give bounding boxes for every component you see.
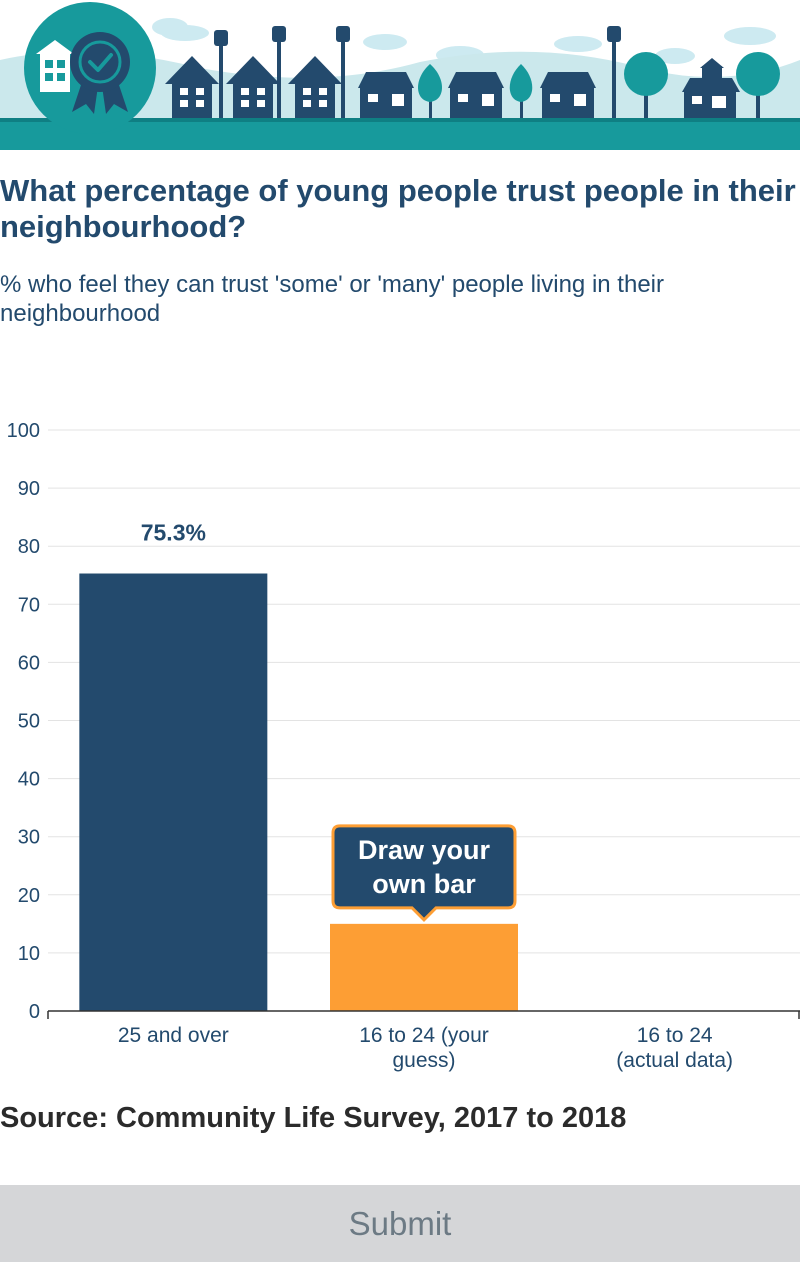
- y-tick-label: 30: [18, 827, 40, 849]
- y-tick-label: 100: [7, 420, 40, 442]
- x-category-label: 16 to 24 (your guess): [359, 1024, 489, 1072]
- house-icon: [165, 56, 219, 118]
- tree-icon: [418, 52, 780, 118]
- y-tick-label: 90: [18, 478, 40, 500]
- y-tick-label: 70: [18, 594, 40, 616]
- y-tick-label: 60: [18, 652, 40, 674]
- x-category-label: 16 to 24 (actual data): [616, 1024, 733, 1072]
- house-icon: [288, 56, 342, 118]
- chart-title: What percentage of young people trust pe…: [0, 173, 796, 244]
- y-tick-label: 10: [18, 943, 40, 965]
- draw-prompt-callout: [331, 824, 517, 922]
- submit-button[interactable]: Submit: [0, 1185, 800, 1262]
- award-badge-icon: [24, 2, 156, 134]
- house-icon: [226, 56, 280, 118]
- draw-prompt-text: Draw your: [358, 835, 491, 865]
- house-icon: [540, 72, 596, 118]
- house-icon: [448, 72, 504, 118]
- x-category-label: 25 and over: [118, 1024, 229, 1047]
- chart-subtitle: % who feel they can trust 'some' or 'man…: [0, 271, 664, 327]
- bar: [79, 573, 268, 1011]
- draw-prompt-text: own bar: [372, 869, 476, 899]
- y-tick-label: 40: [18, 769, 40, 791]
- house-icon: [682, 58, 740, 118]
- data-label: 75.3%: [141, 520, 206, 546]
- bar-chart[interactable]: 0 10 20 30 40 50 60 70 80 90 100 25 and over 16 to …: [0, 400, 800, 1090]
- y-tick-label: 50: [18, 711, 40, 733]
- house-icon: [358, 72, 414, 118]
- y-tick-label: 0: [29, 1001, 40, 1023]
- header-illustration: [0, 0, 800, 150]
- y-tick-label: 20: [18, 885, 40, 907]
- bar[interactable]: [330, 923, 518, 1011]
- street-lamp-icon: [214, 26, 621, 118]
- source-note: Source: Community Life Survey, 2017 to 2…: [0, 1102, 627, 1134]
- y-tick-label: 80: [18, 536, 40, 558]
